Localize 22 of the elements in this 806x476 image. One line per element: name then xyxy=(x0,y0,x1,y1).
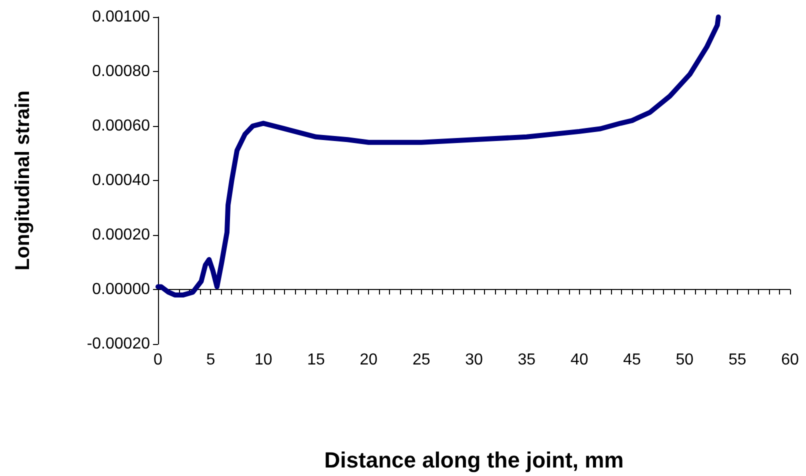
x-tick-label: 35 xyxy=(518,352,536,368)
x-tick-label: 25 xyxy=(412,352,430,368)
x-tick-label: 20 xyxy=(360,352,378,368)
y-tick-label: 0.00060 xyxy=(92,118,150,134)
y-axis-title: Longitudinal strain xyxy=(12,90,34,270)
y-tick-label: 0.00080 xyxy=(92,63,150,80)
x-tick-label: 45 xyxy=(623,352,641,368)
x-tick-label: 40 xyxy=(570,352,588,368)
y-tick-label: 0.00040 xyxy=(92,172,150,189)
x-tick-label: 10 xyxy=(254,352,272,368)
x-tick-label: 15 xyxy=(307,352,325,368)
x-tick-label: 0 xyxy=(154,352,163,368)
x-tick-label: 55 xyxy=(728,352,746,368)
x-axis-title: Distance along the joint, mm xyxy=(324,448,624,472)
y-tick-label: -0.00020 xyxy=(86,336,150,352)
x-tick-label: 60 xyxy=(781,352,799,368)
y-tick-label: 0.00100 xyxy=(92,8,150,26)
x-tick-label: 30 xyxy=(465,352,483,368)
y-tick-label: 0.00000 xyxy=(92,281,150,298)
x-tick-label: 5 xyxy=(206,352,216,368)
y-tick-label: 0.00020 xyxy=(92,226,150,244)
x-tick-label: 50 xyxy=(676,352,694,368)
